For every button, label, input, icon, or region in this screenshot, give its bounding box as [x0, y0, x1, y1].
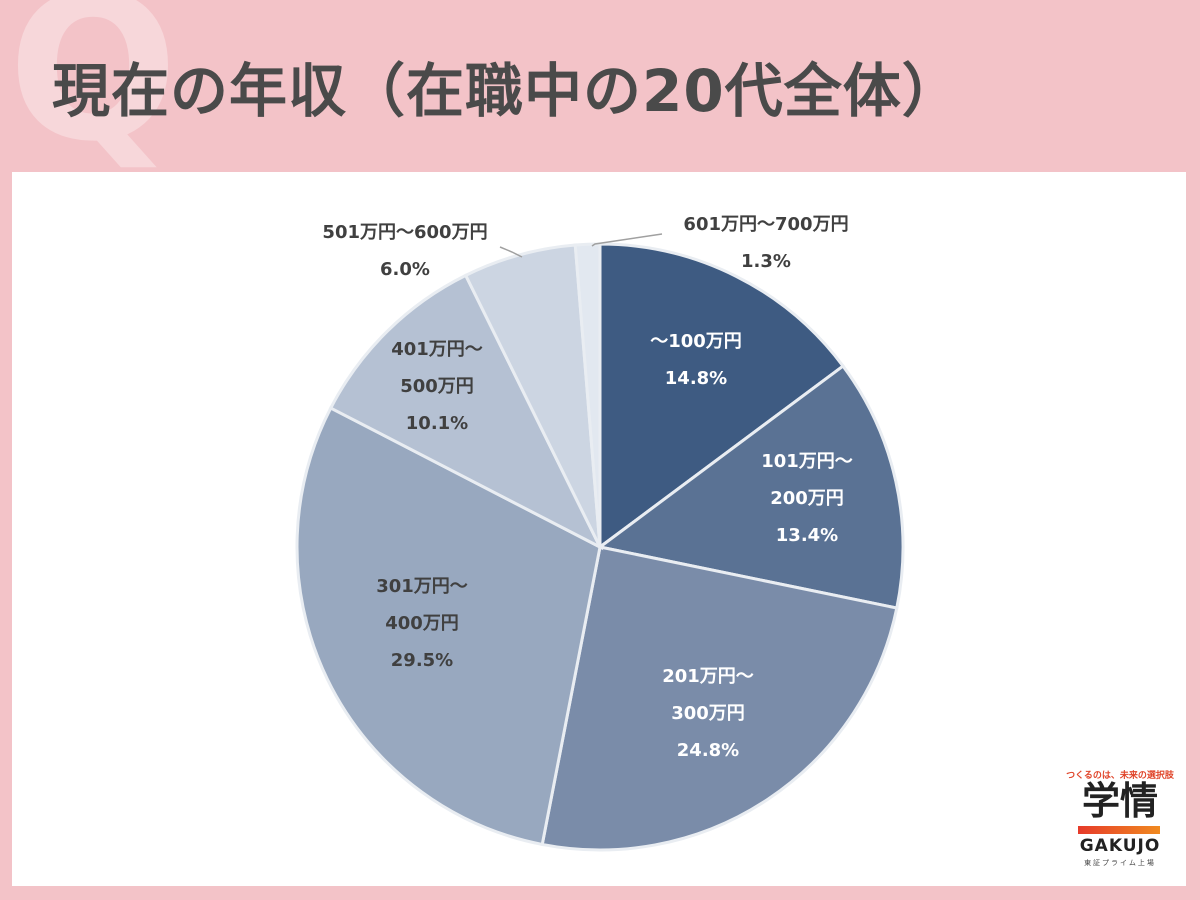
slice-label-3: 400万円 — [385, 613, 459, 634]
pie-slice-4 — [328, 273, 604, 551]
slice-label-5: 501万円～600万円 — [322, 222, 487, 243]
slice-label-2: 201万円～ — [662, 666, 754, 687]
pie-slice-1 — [596, 363, 905, 610]
logo-kanji: 学情 — [1081, 779, 1158, 823]
slice-value-label-1: 13.4% — [776, 525, 838, 546]
logo-latin: GAKUJO — [1079, 836, 1161, 856]
slice-label-6: 601万円～700万円 — [683, 214, 848, 235]
slice-value-label-2: 24.8% — [677, 740, 739, 761]
leader-line-5 — [499, 246, 523, 258]
page-title: 現在の年収（在職中の20代全体） — [52, 57, 961, 125]
slice-value-label-4: 10.1% — [406, 413, 468, 434]
slice-label-2: 300万円 — [671, 703, 745, 724]
q-watermark: Q — [8, 0, 179, 186]
slice-label-0: ～100万円 — [650, 331, 742, 352]
gakujo-logo: つくるのは、未来の選択肢 学情 GAKUJO 東証プライム上場 — [1062, 768, 1178, 878]
slice-value-label-5: 6.0% — [380, 259, 430, 280]
pie-slice-0 — [598, 242, 846, 550]
slice-label-1: 101万円～ — [761, 451, 853, 472]
slice-value-label-6: 1.3% — [741, 251, 791, 272]
pie-chart: ～100万円 14.8% 101万円～ 200万円 13.4% 201万円～ 300万円 24… — [295, 214, 905, 852]
slice-label-1: 200万円 — [770, 488, 844, 509]
slice-label-4: 401万円～ — [391, 339, 483, 360]
logo-market: 東証プライム上場 — [1084, 859, 1156, 867]
pie-slice-2 — [540, 545, 899, 852]
slice-label-4: 500万円 — [400, 376, 474, 397]
slice-value-label-3: 29.5% — [391, 650, 453, 671]
slice-label-3: 301万円～ — [376, 576, 468, 597]
slice-value-label-0: 14.8% — [665, 368, 727, 389]
chart-panel: ～100万円 14.8% 101万円～ 200万円 13.4% 201万円～ 300万円 24… — [12, 172, 1186, 886]
leader-line-6 — [591, 233, 663, 247]
logo-bar — [1078, 826, 1160, 834]
pie-slice-3 — [295, 406, 602, 847]
logo-tagline: つくるのは、未来の選択肢 — [1066, 771, 1174, 781]
